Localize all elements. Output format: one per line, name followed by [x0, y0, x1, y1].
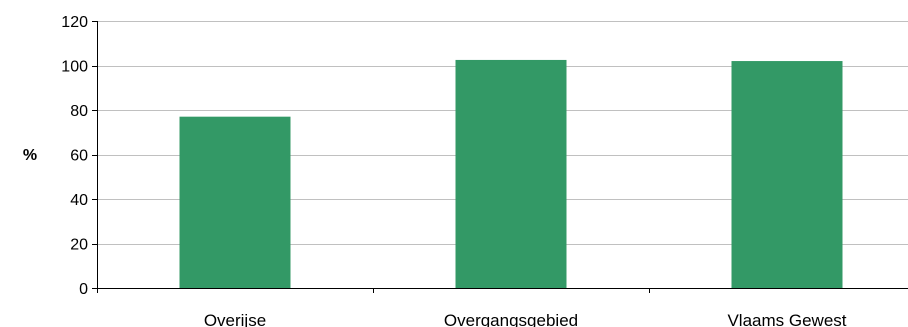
y-tick-label-20: 20: [70, 237, 88, 254]
bar-overijse: [179, 116, 291, 288]
y-tick-label-40: 40: [70, 192, 88, 209]
y-axis-title: %: [23, 147, 37, 164]
bars: [179, 59, 843, 288]
y-tick-label-80: 80: [70, 103, 88, 120]
x-tick-label-vlaams-gewest: Vlaams Gewest: [727, 311, 846, 327]
y-tick-label-120: 120: [61, 14, 88, 31]
y-tick-label-60: 60: [70, 148, 88, 165]
y-tick-label-0: 0: [79, 281, 88, 298]
bar-overgangsgebied: [455, 59, 567, 288]
bar-vlaams-gewest: [731, 61, 843, 288]
x-tick-label-overgangsgebied: Overgangsgebied: [444, 311, 578, 327]
y-tick-labels: 0 20 40 60 80 100 120: [61, 14, 88, 298]
y-tick-label-100: 100: [61, 59, 88, 76]
x-tick-labels: Overijse Overgangsgebied Vlaams Gewest: [204, 311, 847, 327]
axes: [92, 21, 908, 293]
x-tick-label-overijse: Overijse: [204, 311, 266, 327]
